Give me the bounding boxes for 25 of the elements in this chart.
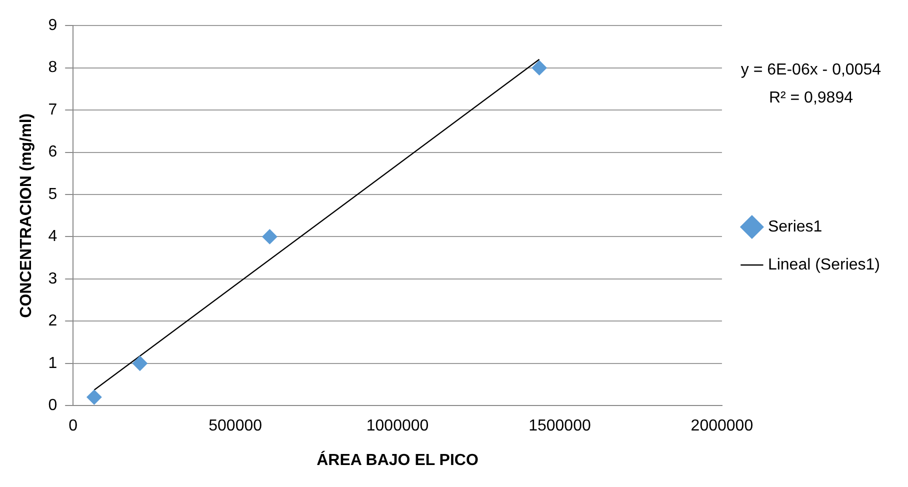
y-tick-label: 6 [48,144,58,161]
point [262,229,278,244]
point [132,356,148,371]
y-tick-label: 1 [48,354,58,372]
y-tick-label: 4 [48,228,58,246]
x-tick-label: 1500000 [528,418,591,435]
x-tick-label: 1000000 [366,418,429,435]
y-tick-label: 8 [48,59,58,76]
x-axis-title: ÁREA BAJO EL PICO [316,450,478,469]
y-tick-label: 7 [48,101,58,118]
y-tick-label: 5 [48,186,58,203]
x-tick-label: 500000 [208,418,262,435]
y-axis-title: CONCENTRACION (mg/ml) [18,113,36,318]
y-tick-label: 0 [48,397,58,414]
text: R² = 0,9894 [768,89,854,106]
legend-label: Lineal (Series1) [768,256,880,274]
x-tick-label: 0 [68,418,78,435]
point [86,390,102,405]
y-tick-label: 9 [48,17,58,34]
point [532,60,547,76]
x-tick-label: 2000000 [690,418,754,435]
legend-label: Series1 [768,218,822,236]
text: y = 6E-06x - 0,0054 [740,61,882,78]
y-tick-label: 2 [48,312,58,330]
y-tick-label: 3 [48,270,58,288]
